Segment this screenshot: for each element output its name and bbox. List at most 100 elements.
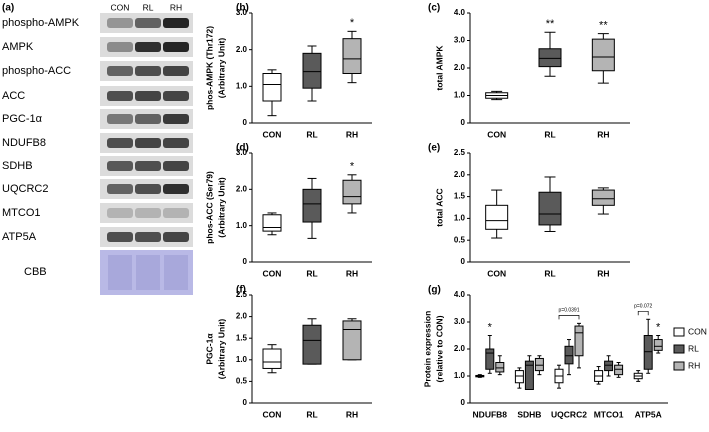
blot-band <box>107 232 133 242</box>
box <box>534 357 544 372</box>
x-tick-label: RL <box>544 268 555 278</box>
box <box>564 345 574 365</box>
y-tick-label: 0 <box>461 257 466 266</box>
y-axis-label: phos-AMPK (Thr172) <box>204 26 214 110</box>
y-tick-label: 0 <box>243 398 248 407</box>
panel-label: (a) <box>2 3 14 14</box>
annotation: * <box>350 161 355 173</box>
y-axis-label: (relative to CON) <box>434 315 444 382</box>
legend-label: RH <box>688 360 700 370</box>
y-tick-label: 1.0 <box>454 214 466 223</box>
blot-band <box>107 184 133 194</box>
y-tick-label: 2.0 <box>454 170 466 179</box>
y-axis-label: total AMPK <box>434 45 444 91</box>
y-axis-label: (Arbitrary Unit) <box>216 38 226 99</box>
bracket <box>558 315 580 320</box>
blot-band <box>135 91 161 101</box>
blot-band <box>163 114 189 124</box>
box <box>591 189 615 206</box>
blot-band <box>163 91 189 101</box>
x-tick-label: ATP5A <box>635 409 662 419</box>
blot-strip <box>100 203 193 223</box>
row-label: UQCRC2 <box>2 183 48 195</box>
box <box>485 204 509 230</box>
blot-band <box>107 91 133 101</box>
y-tick-label: 1.5 <box>454 192 466 201</box>
row-label: SDHB <box>2 160 33 172</box>
annotation: * <box>656 321 661 333</box>
x-tick-label: RH <box>346 268 358 278</box>
x-tick-label: RL <box>306 268 317 278</box>
box <box>538 191 562 226</box>
stain-band <box>108 255 132 290</box>
y-axis-label: total ACC <box>434 188 444 226</box>
blot-band <box>163 232 189 242</box>
panel-label: (f) <box>236 285 246 296</box>
y-tick-label: 1.0 <box>236 221 248 230</box>
box <box>604 360 614 372</box>
x-tick-label: NDUFB8 <box>473 409 508 419</box>
y-tick-label: 4.0 <box>454 290 466 299</box>
box <box>591 38 615 72</box>
blot-band <box>135 114 161 124</box>
box <box>302 324 322 365</box>
y-tick-label: 4.0 <box>454 8 466 17</box>
annotation: * <box>488 321 493 333</box>
y-tick-label: 1.5 <box>236 333 248 342</box>
x-tick-label: CON <box>263 409 282 419</box>
x-tick-label: CON <box>263 268 282 278</box>
row-label: MTCO1 <box>2 207 41 219</box>
annotation: p=0.072 <box>634 304 652 310</box>
blot-band <box>163 184 189 194</box>
box <box>262 214 282 232</box>
y-tick-label: 0 <box>243 257 248 266</box>
y-axis-label: (Arbitrary Unit) <box>216 177 226 238</box>
row-label: phospho-ACC <box>2 65 71 77</box>
annotation: * <box>350 17 355 29</box>
row-label: ACC <box>2 90 25 102</box>
box <box>342 38 362 74</box>
y-tick-label: 1.0 <box>454 91 466 100</box>
y-tick-label: 3.0 <box>454 317 466 326</box>
x-tick-label: SDHB <box>517 409 541 419</box>
blot-band <box>135 138 161 148</box>
y-axis-label: (Arbitrary Unit) <box>216 319 226 380</box>
legend-label: RL <box>688 343 699 353</box>
box <box>643 335 653 370</box>
box <box>514 370 524 384</box>
y-tick-label: 2.0 <box>236 312 248 321</box>
y-tick-label: 2.0 <box>454 63 466 72</box>
box <box>485 348 495 370</box>
blot-band <box>135 42 161 52</box>
x-tick-label: RH <box>597 129 609 139</box>
box <box>262 348 282 369</box>
y-tick-label: 2.0 <box>454 344 466 353</box>
y-axis-label: Protein expression <box>422 311 432 388</box>
panel-label: (e) <box>428 143 440 154</box>
x-tick-label: RL <box>544 129 555 139</box>
blot-band <box>107 18 133 28</box>
blot-band <box>163 138 189 148</box>
box <box>302 52 322 89</box>
row-label: CBB <box>24 266 47 278</box>
row-label: PGC-1α <box>2 113 43 125</box>
blot-band <box>163 18 189 28</box>
x-tick-label: MTCO1 <box>594 409 624 419</box>
legend-swatch <box>673 327 685 337</box>
legend-swatch <box>673 361 685 371</box>
row-label: NDUFB8 <box>2 137 46 149</box>
blot-band <box>135 184 161 194</box>
y-axis-label: PGC-1α <box>204 333 214 365</box>
legend-swatch <box>673 344 685 354</box>
blot-band <box>135 66 161 76</box>
blot-band <box>163 161 189 171</box>
box <box>302 188 322 223</box>
x-tick-label: CON <box>487 268 506 278</box>
box <box>342 179 362 205</box>
y-tick-label: 0.5 <box>454 235 466 244</box>
x-tick-label: RL <box>306 409 317 419</box>
bracket <box>637 310 649 316</box>
box <box>262 73 282 102</box>
box <box>538 48 562 68</box>
